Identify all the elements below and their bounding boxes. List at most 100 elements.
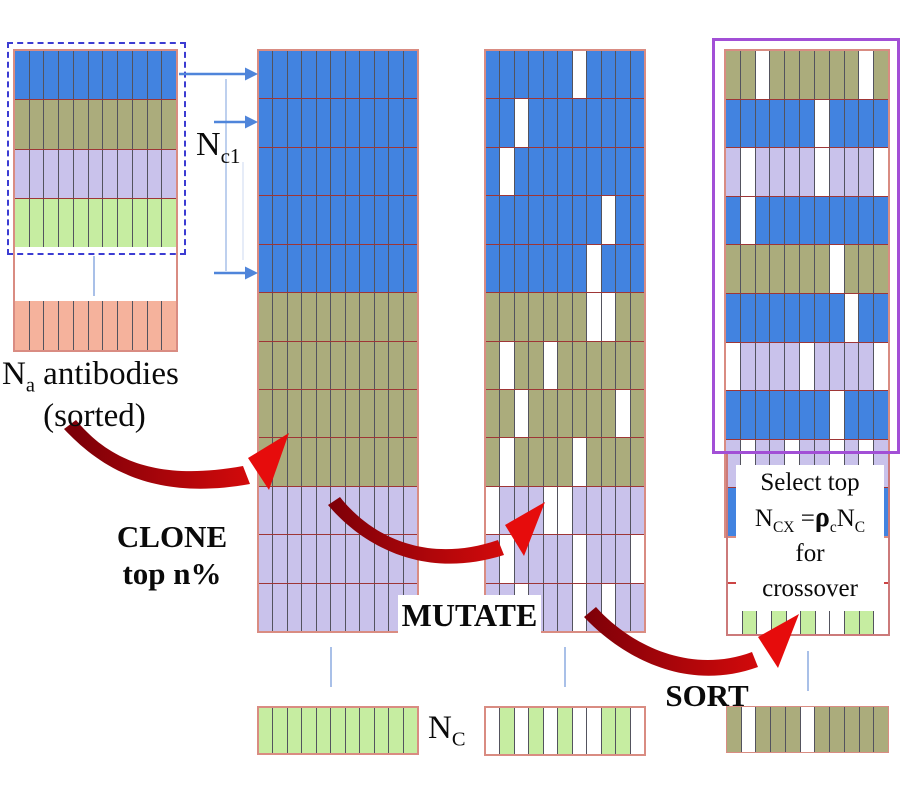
matrix-row (726, 245, 888, 294)
matrix-cell (360, 341, 375, 389)
matrix-row (486, 51, 644, 100)
matrix-cell (726, 391, 741, 439)
matrix-cell (103, 51, 119, 100)
matrix-cell (601, 244, 617, 293)
matrix-cell (486, 708, 501, 754)
matrix-cell (345, 438, 361, 486)
matrix-cell (616, 535, 631, 583)
matrix-cell (616, 51, 631, 99)
matrix-cell (785, 245, 801, 293)
matrix-cell (572, 389, 588, 438)
matrix-row (259, 535, 417, 584)
matrix-cell (360, 486, 375, 535)
matrix-cell (360, 535, 375, 583)
matrix-cell (815, 606, 831, 634)
matrix-cell (529, 341, 544, 389)
matrix-cell (814, 391, 830, 439)
matrix-cell (829, 99, 845, 148)
matrix-cell (389, 244, 404, 293)
matrix-cell (558, 438, 573, 486)
antibody-pool-bottom-row (15, 301, 177, 350)
matrix-cell (874, 391, 888, 439)
matrix-cell (500, 708, 515, 754)
matrix-cell (331, 486, 346, 535)
matrix-cell (486, 51, 501, 99)
matrix-cell (814, 245, 830, 293)
matrix-row (259, 708, 417, 753)
matrix-cell (814, 342, 830, 391)
matrix-cell (374, 535, 390, 583)
matrix-row (727, 707, 889, 752)
matrix-cell (601, 438, 617, 486)
matrix-cell (389, 51, 404, 99)
matrix-cell (874, 707, 889, 752)
matrix-cell (558, 708, 573, 754)
matrix-cell (302, 535, 317, 583)
matrix-cell (302, 341, 317, 389)
matrix-cell (29, 149, 45, 198)
matrix-cell (331, 389, 346, 438)
matrix-cell (389, 486, 404, 535)
matrix-cell (587, 535, 602, 583)
matrix-cell (316, 583, 332, 632)
matrix-cell (500, 438, 515, 486)
matrix-cell (259, 486, 274, 535)
matrix-cell (29, 198, 45, 247)
matrix-cell (331, 341, 346, 389)
matrix-cell (514, 486, 530, 535)
matrix-cell (500, 535, 515, 583)
matrix-cell (118, 149, 133, 198)
matrix-cell (740, 99, 756, 148)
matrix-cell (755, 99, 771, 148)
matrix-cell (147, 100, 163, 149)
matrix-cell (302, 196, 317, 244)
matrix-cell (15, 301, 30, 350)
matrix-cell (486, 196, 501, 244)
matrix-row (259, 486, 417, 536)
matrix-cell (273, 389, 288, 438)
matrix-cell (859, 99, 875, 148)
matrix-cell (345, 583, 361, 632)
matrix-cell (740, 342, 756, 391)
matrix-cell (273, 99, 288, 147)
antibody-pool-matrix (15, 51, 177, 247)
matrix-cell (486, 535, 501, 583)
matrix-cell (785, 707, 801, 752)
matrix-cell (360, 293, 375, 341)
matrix-cell (302, 244, 317, 293)
matrix-row (259, 293, 417, 342)
matrix-cell (500, 486, 515, 535)
top-selection-dashed-box (7, 42, 186, 255)
matrix-cell (630, 486, 644, 535)
matrix-cell (587, 244, 602, 293)
matrix-cell (800, 148, 815, 196)
matrix-cell (147, 149, 163, 198)
matrix-cell (587, 147, 602, 196)
matrix-cell (360, 438, 375, 486)
matrix-cell (259, 51, 274, 99)
matrix-cell (486, 438, 501, 486)
matrix-cell (630, 708, 644, 754)
matrix-cell (844, 391, 860, 439)
matrix-cell (374, 99, 390, 147)
copy-arrow-top-icon (179, 67, 258, 81)
matrix-cell (543, 293, 559, 341)
matrix-cell (770, 293, 786, 342)
matrix-cell (770, 245, 786, 293)
matrix-cell (345, 708, 361, 753)
matrix-cell (616, 486, 631, 535)
matrix-cell (558, 535, 573, 583)
matrix-cell (844, 245, 860, 293)
matrix-cell (558, 99, 573, 147)
matrix-cell (800, 707, 816, 752)
matrix-cell (374, 708, 390, 753)
matrix-row (259, 389, 417, 439)
matrix-cell (601, 147, 617, 196)
matrix-cell (103, 301, 119, 350)
matrix-cell (601, 486, 617, 535)
matrix-cell (287, 51, 303, 99)
matrix-cell (500, 147, 515, 196)
matrix-row (726, 196, 888, 246)
matrix-cell (770, 51, 786, 99)
matrix-cell (331, 51, 346, 99)
